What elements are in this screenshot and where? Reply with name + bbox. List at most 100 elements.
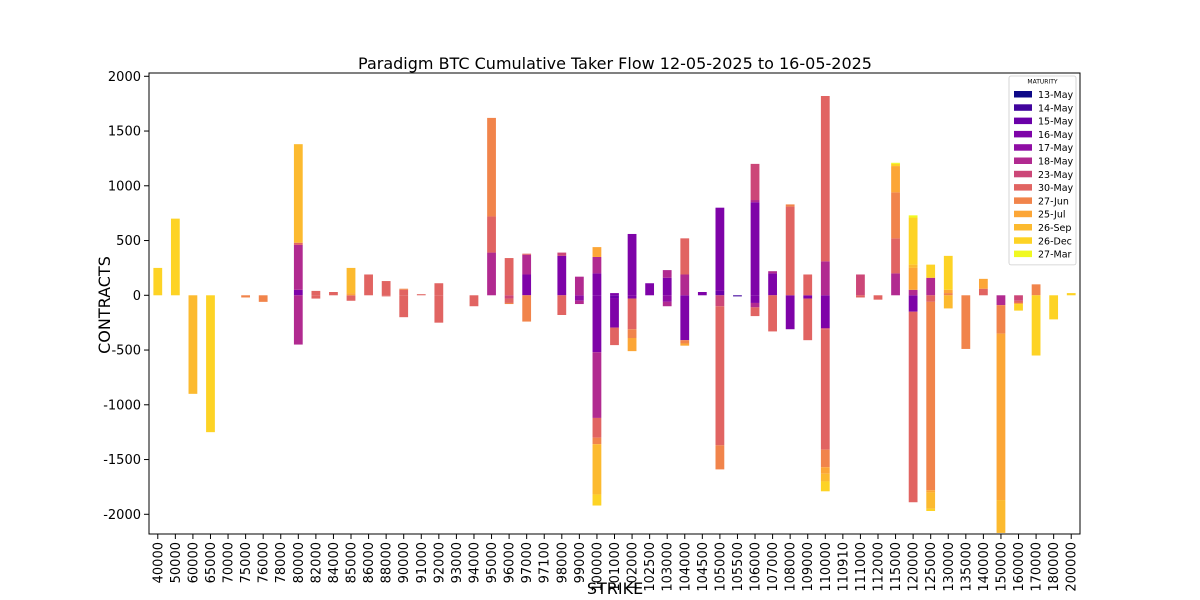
x-tick-label: 65000 xyxy=(204,542,219,583)
bar-104000-25-Jul xyxy=(680,343,690,346)
bar-115000-26-Dec xyxy=(891,163,900,167)
x-tick-label: 107000 xyxy=(766,542,781,592)
x-tick-label: 200000 xyxy=(1065,542,1080,592)
bar-85000-25-Jul xyxy=(346,293,356,296)
x-axis-title: STRIKE xyxy=(587,579,643,598)
bar-108000-27-Jun xyxy=(785,204,795,207)
bar-110000-30-May xyxy=(820,329,830,450)
x-tick-label: 88000 xyxy=(380,542,395,583)
x-tick-label: 76000 xyxy=(257,542,272,583)
y-tick-label: -2000 xyxy=(103,508,141,523)
bar-125000-30-May xyxy=(926,295,936,302)
legend-label-15-May: 15-May xyxy=(1038,117,1074,128)
x-tick-label: 130000 xyxy=(942,542,957,592)
bar-99000-17-May xyxy=(574,295,584,301)
bar-102500-16-May xyxy=(645,283,655,296)
x-tick-label: 60000 xyxy=(186,542,201,583)
legend-swatch-14-May xyxy=(1014,104,1032,111)
bar-109000-16-May xyxy=(803,295,813,299)
legend-title: MATURITY xyxy=(1027,79,1057,86)
bar-100000-27-Jun xyxy=(592,437,602,445)
bar-106000-16-May xyxy=(750,295,760,303)
legend-swatch-15-May xyxy=(1014,117,1032,125)
bar-110000-27-Jun xyxy=(820,449,830,468)
legend-swatch-16-May xyxy=(1014,130,1032,138)
bar-125000-18-May xyxy=(926,277,936,296)
bar-92000-30-May xyxy=(434,283,444,296)
bar-110000-25-Jul xyxy=(820,467,830,474)
bar-108000-16-May xyxy=(785,295,795,330)
chart-title: Paradigm BTC Cumulative Taker Flow 12-05… xyxy=(358,54,872,73)
bar-115000-30-May xyxy=(891,238,900,274)
legend-label-26-Dec: 26-Dec xyxy=(1038,236,1072,247)
bar-84000-30-May xyxy=(329,292,338,296)
bar-115000-18-May xyxy=(891,273,900,296)
bar-106000-30-May xyxy=(750,307,760,317)
bar-135000-27-Jun xyxy=(961,295,971,349)
legend-swatch-17-May xyxy=(1014,144,1032,151)
bar-75000-27-Jun xyxy=(241,295,251,298)
y-tick-label: 2000 xyxy=(108,70,141,85)
bar-140000-25-Jul xyxy=(978,278,988,289)
bar-106000-23-May xyxy=(750,163,760,201)
legend-swatch-18-May xyxy=(1014,157,1032,164)
x-tick-label: 105000 xyxy=(713,542,728,592)
y-tick-label: 500 xyxy=(116,234,141,249)
bar-125000-27-Jun xyxy=(926,301,936,491)
bar-110000-18-May xyxy=(820,261,830,296)
bar-115000-27-Mar xyxy=(891,162,900,164)
bar-110000-23-May xyxy=(820,328,830,330)
bar-96000-23-May xyxy=(504,295,514,299)
bar-120000-30-May xyxy=(908,311,918,503)
bar-120000-26-Sep xyxy=(908,264,918,268)
bar-102000-25-Jul xyxy=(627,337,637,352)
bar-170000-26-Dec xyxy=(1031,295,1041,356)
bar-96000-30-May xyxy=(504,298,514,303)
bar-90000-30-May xyxy=(399,289,409,296)
bar-100000-18-May xyxy=(592,352,602,418)
bar-105000-27-Jun xyxy=(715,445,725,470)
bar-99000-18-May xyxy=(574,300,584,305)
bar-104000-27-Jun xyxy=(680,340,690,344)
x-tick-label: 170000 xyxy=(1030,542,1045,592)
bar-110000-26-Sep xyxy=(820,473,830,482)
bar-80000-16-May xyxy=(293,289,303,296)
bar-100000-16-May xyxy=(592,295,602,353)
bar-98000-16-May xyxy=(557,255,567,296)
legend-swatch-13-May xyxy=(1014,91,1032,98)
x-tick-label: 115000 xyxy=(889,542,904,592)
bar-85000-26-Sep xyxy=(346,267,356,294)
bar-150000-25-Jul xyxy=(996,333,1006,501)
x-tick-label: 80000 xyxy=(292,542,307,583)
bar-100000-25-Jul xyxy=(592,247,602,257)
bar-86000-30-May xyxy=(364,274,373,296)
bar-92000-30-May xyxy=(434,295,444,323)
x-tick-label: 86000 xyxy=(362,542,377,583)
x-tick-label: 111000 xyxy=(854,542,869,592)
bar-160000-25-Jul xyxy=(1014,302,1023,305)
bar-125000-26-Dec xyxy=(926,508,936,512)
legend-label-30-May: 30-May xyxy=(1038,183,1074,194)
bar-120000-26-Dec xyxy=(908,217,918,265)
bar-104000-30-May xyxy=(680,238,690,275)
bar-105000-23-May xyxy=(715,295,725,307)
legend-swatch-26-Sep xyxy=(1014,224,1032,231)
bar-106000-16-May xyxy=(750,202,760,296)
legend-label-17-May: 17-May xyxy=(1038,143,1074,154)
bar-111000-23-May xyxy=(856,274,865,296)
x-tick-label: 110910 xyxy=(836,542,851,592)
legend-swatch-30-May xyxy=(1014,184,1032,191)
y-tick-label: -1500 xyxy=(103,453,141,468)
bar-150000-27-Jun xyxy=(996,305,1006,334)
bar-80000-30-May xyxy=(293,242,303,245)
bar-60000-26-Sep xyxy=(188,295,198,394)
bar-108000-30-May xyxy=(785,206,795,296)
bar-109000-30-May xyxy=(803,274,813,296)
bar-120000-27-Mar xyxy=(908,215,918,218)
legend-swatch-26-Dec xyxy=(1014,237,1032,244)
bar-105500-14-May xyxy=(733,295,742,297)
bar-115000-25-Jul xyxy=(891,166,900,193)
bar-130000-25-Jul xyxy=(943,289,953,294)
bar-102000-16-May xyxy=(627,295,637,299)
bar-170000-27-Jun xyxy=(1031,284,1041,296)
